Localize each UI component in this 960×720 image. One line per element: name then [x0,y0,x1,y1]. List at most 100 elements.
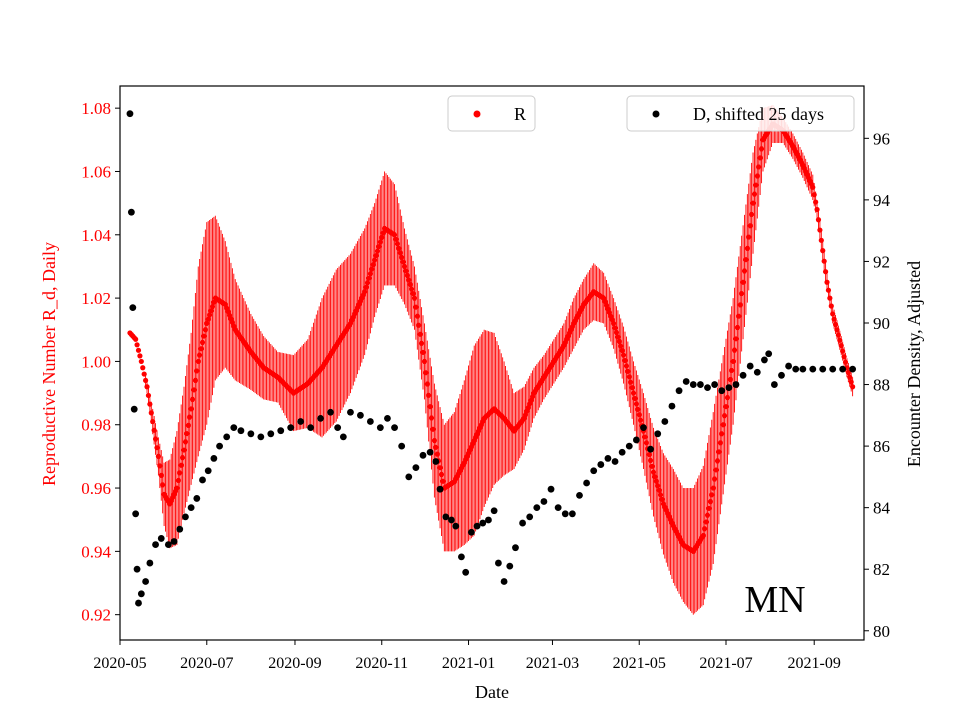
y-axis-right: 80 82 84 86 88 90 92 94 96 [864,129,891,641]
d-point [829,365,837,373]
d-point [473,522,481,530]
d-point [526,513,534,521]
d-point [554,504,562,512]
d-point [287,424,295,432]
d-point [334,424,342,432]
y-left-tick-label: 0.96 [81,479,111,498]
d-point [490,507,498,515]
y-right-tick-label: 86 [873,437,890,456]
d-point [711,381,719,388]
d-point [436,485,444,493]
d-point [448,516,455,524]
y-right-tick-label: 92 [873,252,890,271]
d-point [682,378,690,385]
d-point [632,436,640,444]
d-point [533,504,541,512]
d-point [704,384,711,392]
r-point [850,384,856,390]
r-series [127,104,856,615]
d-point [647,445,655,453]
d-point [568,510,576,518]
legend-d-marker [652,110,660,118]
d-point [739,371,747,379]
d-point [137,590,145,598]
d-point [746,362,754,370]
d-point [257,433,265,441]
d-point [204,467,212,475]
d-point [500,578,508,585]
d-point [485,516,492,524]
d-point [247,430,255,438]
d-point [170,538,178,545]
state-annotation: MN [744,579,805,621]
d-point [199,476,206,484]
d-point [753,368,761,376]
legend-d-label: D, shifted 25 days [693,104,824,124]
d-point [547,485,555,493]
d-point [237,427,245,435]
d-point [611,458,619,465]
y-left-tick-label: 1.00 [81,352,111,371]
y-left-tick-label: 0.92 [81,606,111,625]
legend-d: D, shifted 25 days [626,95,855,132]
d-point [133,565,141,573]
y-left-tick-label: 1.08 [81,99,111,118]
d-point [297,418,305,425]
d-point [819,365,827,373]
d-point [618,448,626,456]
d-point [799,365,807,373]
x-axis: 2020-05 2020-07 2020-09 2020-11 2021-01 2021-… [93,640,841,672]
d-point [458,553,465,561]
d-point [317,415,324,422]
d-point [697,381,704,388]
d-point [640,424,647,432]
legend-d-box [626,95,855,132]
d-point [182,513,189,521]
y-axis-left: 0.92 0.94 0.96 0.98 1.00 1.02 1.04 1.06 1.08 [81,99,120,625]
d-point [583,479,591,487]
d-point [809,365,817,373]
d-point [506,562,514,570]
y-left-tick-label: 0.98 [81,416,111,435]
d-point [432,458,440,465]
d-point [654,430,662,438]
x-tick-label: 2021-07 [699,655,752,672]
d-point [216,442,223,450]
y-right-tick-label: 84 [873,499,891,518]
y-axis-label-right: Encounter Density, Adjusted [904,261,924,467]
y-left-tick-label: 1.04 [81,226,111,245]
d-point [661,418,669,425]
d-point [339,433,347,441]
d-point [327,408,334,416]
y-right-tick-label: 82 [873,560,890,579]
r-point [140,365,146,371]
x-tick-label: 2020-11 [355,655,408,672]
legend-r-marker [473,110,481,118]
x-tick-label: 2021-03 [526,655,579,672]
r-point [135,347,142,353]
d-point [193,495,201,502]
legend-r-box [447,95,536,132]
y-axis-label-left: Reproductive Number R_d, Daily [39,242,59,486]
d-point [540,498,548,505]
y-left-tick-label: 1.02 [81,289,111,308]
d-point [130,405,138,413]
d-point [462,568,470,576]
d-point [267,430,275,438]
d-point [426,448,434,456]
d-point [307,424,315,432]
d-point [132,510,140,518]
d-point [597,461,605,468]
d-point [761,356,768,364]
d-point [157,535,165,542]
d-point [135,599,142,607]
d-point [839,365,847,373]
d-point [384,415,391,422]
d-point [770,381,778,388]
d-point [277,427,285,435]
d-point [142,578,150,585]
r-point [134,342,140,348]
y-right-tick-label: 90 [873,314,890,333]
d-point [576,491,583,499]
d-point [467,528,475,536]
